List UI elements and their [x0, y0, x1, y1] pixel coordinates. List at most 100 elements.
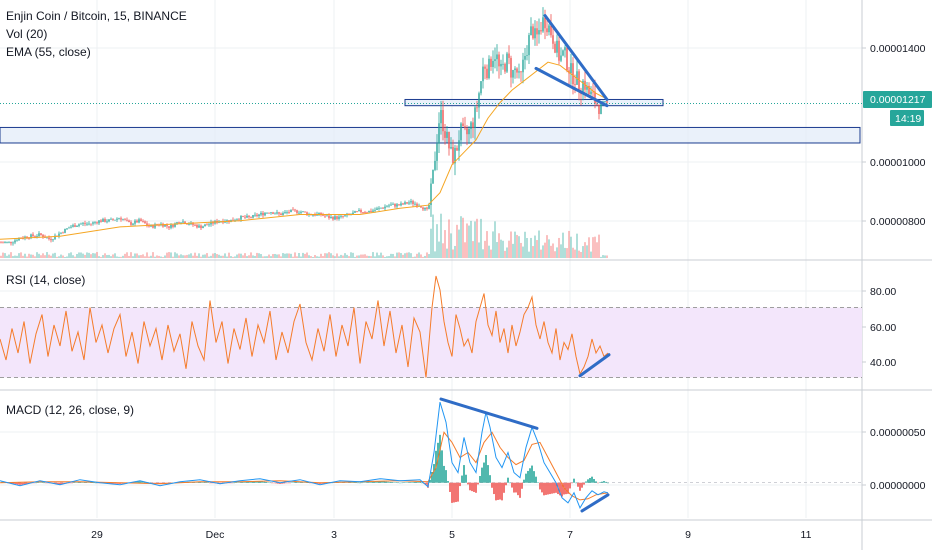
candle-body — [606, 101, 608, 103]
volume-bar — [150, 255, 152, 258]
time-tick-label: 9 — [685, 529, 691, 541]
macd-trendlines[interactable] — [439, 397, 610, 513]
candle-body — [354, 211, 356, 213]
candle-body — [46, 237, 48, 239]
candle-body — [34, 236, 36, 237]
macd-tick-label: 0.00000000 — [870, 480, 926, 492]
volume-bar — [36, 252, 38, 258]
candle-body — [136, 220, 138, 223]
candle-body — [484, 66, 486, 69]
support-zones[interactable] — [0, 98, 861, 144]
macd-histogram-bar — [419, 481, 421, 483]
rsi-trendlines[interactable] — [578, 353, 611, 378]
volume-bar — [540, 249, 542, 258]
macd-histogram-bar — [561, 482, 563, 497]
macd-histogram-bar — [23, 482, 25, 485]
volume-bar — [436, 224, 438, 258]
volume-bar — [460, 216, 462, 258]
candle-body — [180, 222, 182, 224]
candle-body — [590, 91, 592, 95]
volume-bar — [70, 252, 72, 258]
candle-body — [534, 28, 536, 39]
volume-bar — [338, 256, 340, 258]
macd-histogram-bar — [601, 481, 603, 483]
macd-histogram-bar — [357, 482, 359, 484]
volume-bar — [374, 256, 376, 258]
macd-histogram-bar — [447, 481, 449, 483]
macd-histogram-bar — [37, 482, 39, 483]
candle-body — [434, 160, 436, 170]
price-tick-label: 0.00001400 — [870, 43, 926, 55]
macd-histogram-bar — [25, 482, 27, 485]
candle-body — [488, 58, 490, 79]
macd-histogram-bar — [69, 482, 71, 484]
macd-histogram-bar — [119, 482, 121, 484]
volume-bar — [370, 256, 372, 258]
volume-bar — [452, 249, 454, 258]
macd-histogram-bar — [59, 482, 61, 485]
candle-body — [188, 224, 190, 225]
candle-body — [282, 213, 284, 216]
volume-bar — [100, 256, 102, 258]
volume-bar — [398, 252, 400, 258]
volume-bar — [22, 255, 24, 258]
macd-histogram-bar — [245, 481, 247, 483]
macd-histogram-bar — [45, 482, 47, 484]
volume-bar — [532, 246, 534, 258]
volume-bar — [82, 253, 84, 258]
volume-bar — [32, 254, 34, 258]
volume-bar — [500, 239, 502, 258]
candle-body — [386, 206, 388, 208]
volume-bar — [80, 252, 82, 258]
time-scale[interactable]: 29 Dec 3 5 7 9 11 — [91, 529, 811, 541]
macd-histogram-bar — [73, 482, 75, 483]
macd-histogram-bar — [451, 482, 453, 503]
volume-bar — [326, 253, 328, 258]
rsi-indicator-label: RSI (14, close) — [6, 273, 85, 287]
volume-bar — [536, 240, 538, 258]
candle-body — [148, 225, 150, 227]
macd-histogram-bar — [599, 482, 601, 483]
macd-histogram-bar — [371, 481, 373, 483]
candle-body — [408, 202, 410, 204]
macd-histogram-bar — [481, 467, 483, 483]
macd-pane[interactable]: MACD (12, 26, close, 9) — [0, 397, 862, 513]
macd-histogram-bar — [249, 481, 251, 483]
macd-histogram-bar — [109, 482, 111, 484]
macd-histogram-bar — [61, 482, 63, 485]
volume-bar — [514, 231, 516, 258]
macd-histogram-bar — [379, 481, 381, 483]
volume-bar — [468, 225, 470, 258]
macd-histogram-bar — [485, 455, 487, 483]
volume-bar — [140, 255, 142, 258]
candle-body — [536, 28, 538, 35]
volume-bar — [466, 223, 468, 258]
price-pane[interactable]: Enjin Coin / Bitcoin, 15, BINANCE Vol (2… — [0, 7, 862, 258]
candle-body — [396, 204, 398, 207]
volume-bar — [234, 256, 236, 258]
price-scale[interactable]: 0.00001400 0.00001000 0.00000800 80.00 60.00… — [862, 43, 926, 492]
volume-bar — [160, 256, 162, 258]
candle-body — [526, 55, 528, 56]
candle-body — [574, 84, 576, 86]
price-trendlines[interactable] — [534, 14, 609, 108]
candle-body — [232, 219, 234, 221]
volume-bar — [446, 248, 448, 258]
candle-body — [74, 225, 76, 227]
support-zone-0 — [0, 126, 861, 144]
candle-body — [246, 215, 248, 218]
candle-body — [32, 234, 34, 237]
volume-bar — [110, 256, 112, 258]
candle-body — [272, 212, 274, 214]
macd-histogram-bar — [203, 481, 205, 483]
macd-histogram-bar — [501, 482, 503, 501]
macd-histogram-bar — [15, 482, 17, 485]
volume-bar — [380, 252, 382, 258]
volume-bar — [266, 256, 268, 258]
candle-body — [122, 219, 124, 221]
rsi-pane[interactable]: RSI (14, close) — [0, 273, 862, 378]
volume-bar — [594, 236, 596, 258]
macd-histogram-bar — [491, 482, 493, 488]
volume-bar — [24, 253, 26, 258]
